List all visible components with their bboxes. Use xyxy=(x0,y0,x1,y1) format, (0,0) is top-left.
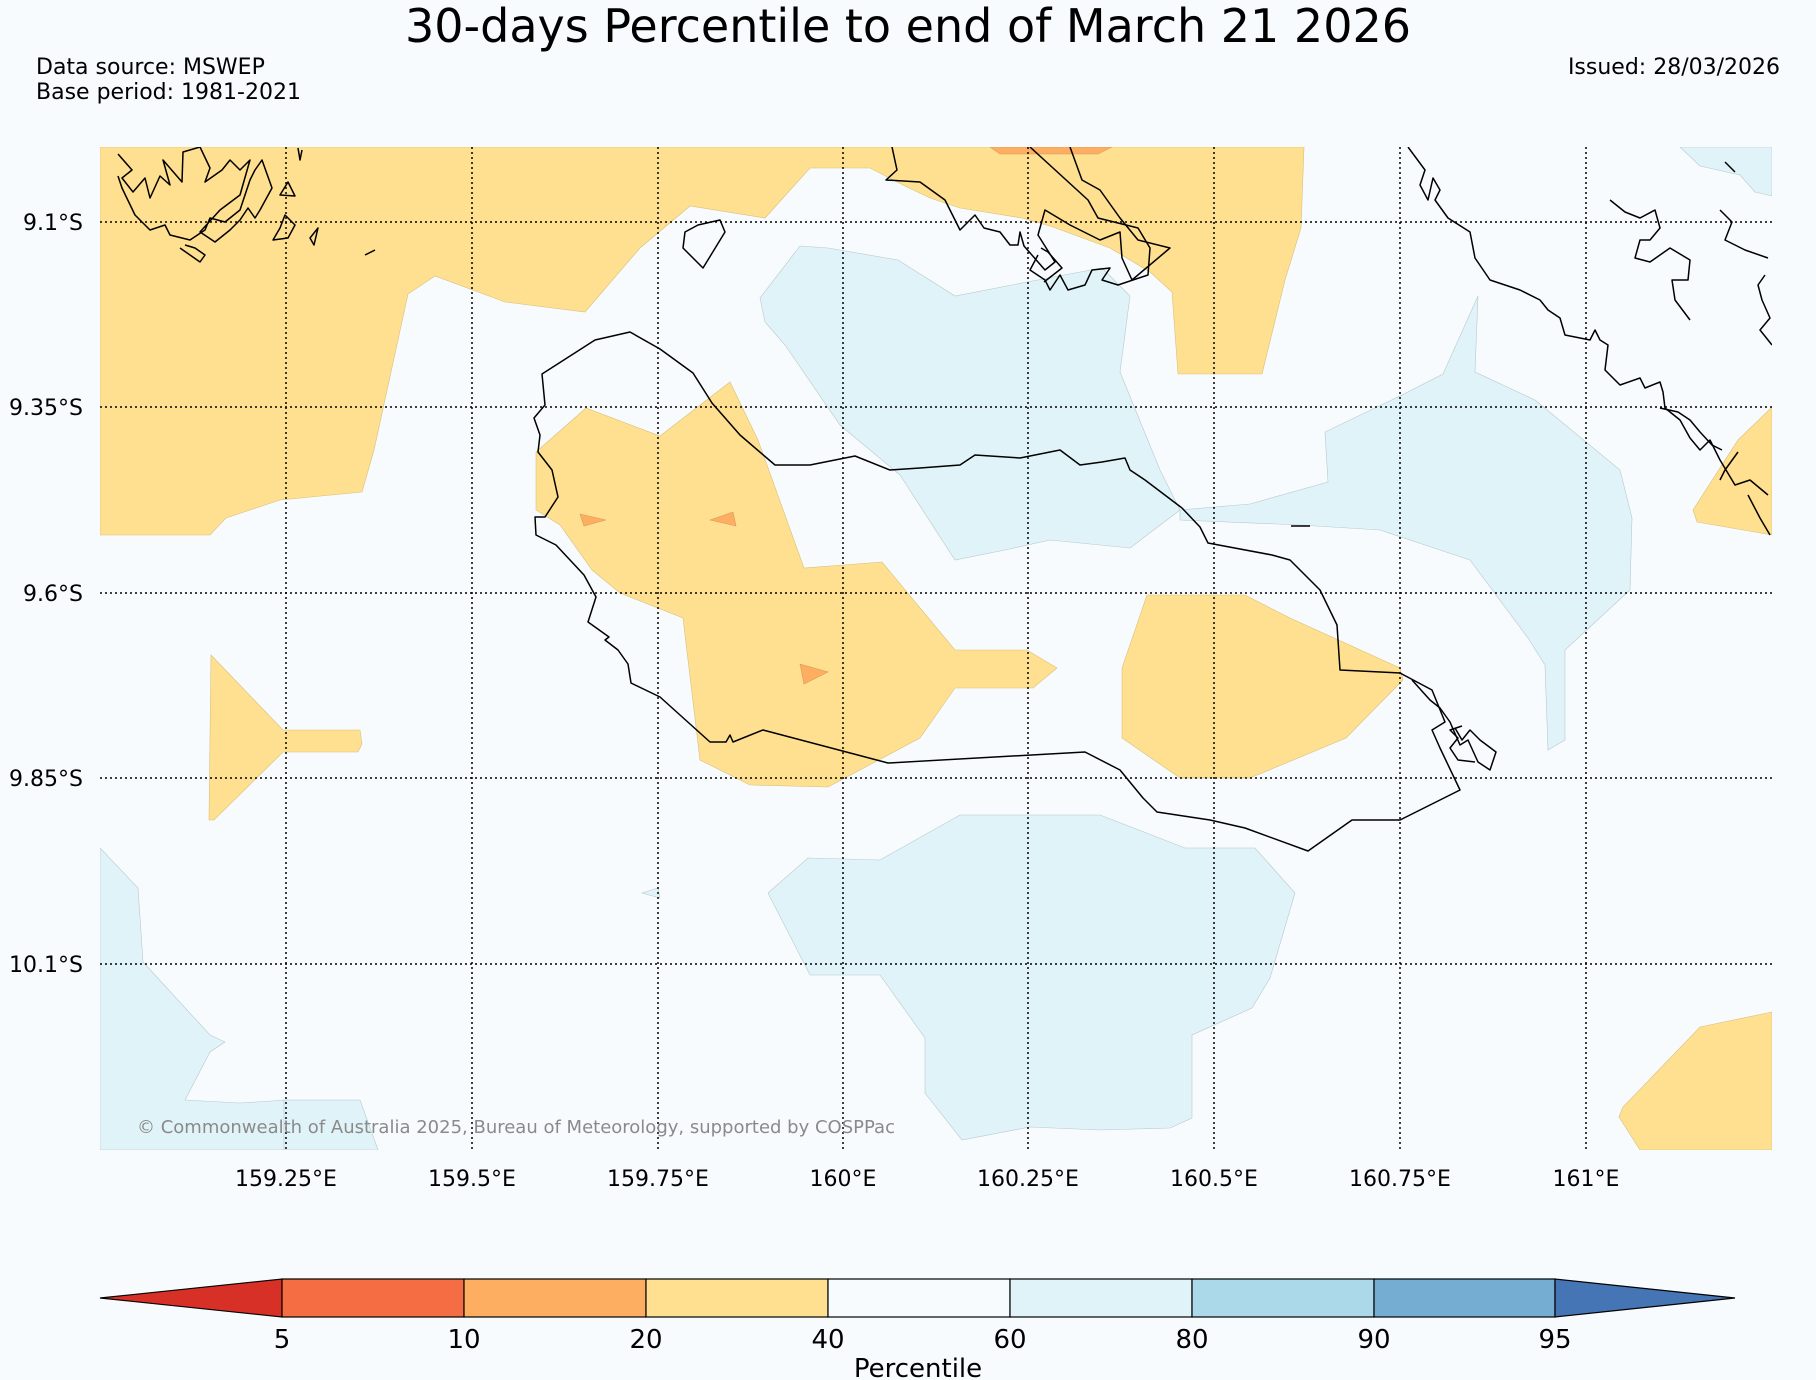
data-source-text: Data source: MSWEP xyxy=(36,55,265,80)
colorbar-extend-high xyxy=(1554,1278,1736,1318)
coast-north-b xyxy=(1029,147,1151,291)
map-title: 30-days Percentile to end of March 21 20… xyxy=(404,0,1411,53)
wet-region-central xyxy=(759,245,1181,561)
orange-patch-north xyxy=(989,147,1113,155)
colorbar-tick: 60 xyxy=(993,1325,1026,1355)
wet-region-east xyxy=(1179,295,1633,751)
colorbar-tick: 10 xyxy=(447,1325,480,1355)
coast-northeast-c xyxy=(1719,209,1769,259)
dry-region-east xyxy=(1121,594,1404,779)
wet-region-southwest xyxy=(100,847,289,1150)
colorbar-segment xyxy=(1191,1278,1375,1318)
copyright-notice: © Commonwealth of Australia 2025, Bureau… xyxy=(137,1117,895,1138)
latitude-labels: 9.1°S 9.35°S 9.6°S 9.85°S 10.1°S xyxy=(9,211,83,978)
wet-dot-small xyxy=(640,887,661,899)
coast-nw-islet-4 xyxy=(364,249,376,256)
lon-label: 159.5°E xyxy=(428,1167,516,1192)
longitude-labels: 159.25°E 159.5°E 159.75°E 160°E 160.25°E… xyxy=(235,1167,1619,1192)
wet-region-south-strip xyxy=(283,1099,379,1150)
colorbar-tick: 90 xyxy=(1357,1325,1390,1355)
coastlines xyxy=(117,147,1772,852)
lon-label: 159.25°E xyxy=(235,1167,337,1192)
colorbar: 5 10 20 40 60 80 90 95 Percentile xyxy=(99,1278,1736,1380)
colorbar-tick: 20 xyxy=(629,1325,662,1355)
colorbar-tick: 80 xyxy=(1175,1325,1208,1355)
lat-label: 10.1°S xyxy=(9,953,83,978)
wet-region-south xyxy=(767,814,1296,1141)
base-period-text: Base period: 1981-2021 xyxy=(36,80,301,105)
coast-northwest xyxy=(117,147,273,243)
dry-region-central xyxy=(535,381,1058,788)
colorbar-segment xyxy=(281,1278,465,1318)
coast-northeast xyxy=(1407,147,1769,496)
orange-patch-1 xyxy=(579,513,607,527)
colorbar-extend-low xyxy=(99,1278,283,1318)
colorbar-tick: 40 xyxy=(811,1325,844,1355)
colorbar-tick: 5 xyxy=(274,1325,291,1355)
coast-southeast-islets-b xyxy=(1449,725,1476,763)
colorbar-segment xyxy=(645,1278,829,1318)
wet-region-northeast xyxy=(1679,147,1772,197)
lon-label: 161°E xyxy=(1553,1167,1620,1192)
coast-east-islet-2 xyxy=(1747,494,1771,536)
lon-label: 160.25°E xyxy=(977,1167,1079,1192)
colorbar-segment xyxy=(1009,1278,1193,1318)
coast-nw-islet-3 xyxy=(309,227,319,246)
lat-label: 9.35°S xyxy=(9,396,83,421)
coast-nw-islet-1 xyxy=(272,214,296,241)
colorbar-title: Percentile xyxy=(854,1354,982,1380)
lat-label: 9.85°S xyxy=(9,767,83,792)
colorbar-segment xyxy=(1373,1278,1556,1318)
coast-southeast-islets xyxy=(1411,679,1497,771)
coast-nw-islet-2 xyxy=(279,181,296,197)
dry-region-southeast xyxy=(1618,1011,1772,1150)
lon-label: 160°E xyxy=(810,1167,877,1192)
coast-northwest-b xyxy=(179,244,206,263)
island-coast-main xyxy=(533,331,1461,852)
coast-east-strait xyxy=(1659,407,1723,451)
colorbar-tick: 95 xyxy=(1538,1325,1571,1355)
coast-east-islet-1 xyxy=(1719,451,1739,481)
graticule xyxy=(100,147,1772,1150)
percentile-shading xyxy=(100,147,1772,1150)
lat-label: 9.1°S xyxy=(23,211,83,236)
coast-east-islet-3 xyxy=(1724,161,1736,173)
lon-label: 160.5°E xyxy=(1170,1167,1258,1192)
coast-northeast-b xyxy=(1609,199,1691,321)
islet-north xyxy=(682,219,726,269)
orange-patch-3 xyxy=(799,663,829,685)
colorbar-segment xyxy=(463,1278,647,1318)
lon-label: 160.75°E xyxy=(1349,1167,1451,1192)
lon-label: 159.75°E xyxy=(607,1167,709,1192)
dry-region-north xyxy=(100,147,1305,536)
orange-patch-2 xyxy=(708,511,737,527)
coast-north-a xyxy=(885,147,1171,281)
coast-north-c xyxy=(1040,247,1063,283)
coast-nw-islet-5 xyxy=(297,147,303,161)
colorbar-segment xyxy=(827,1278,1011,1318)
meta-info-left: Data source: MSWEP Base period: 1981-202… xyxy=(36,55,301,105)
coast-northeast-d xyxy=(1757,274,1772,346)
lat-label: 9.6°S xyxy=(23,582,83,607)
issued-date: Issued: 28/03/2026 xyxy=(1567,55,1780,80)
